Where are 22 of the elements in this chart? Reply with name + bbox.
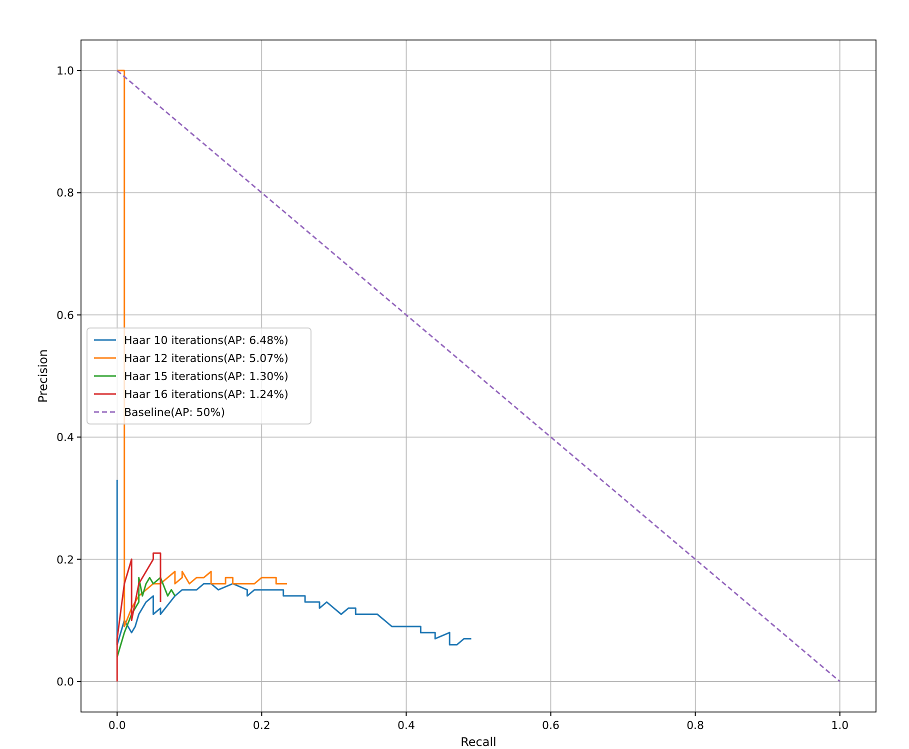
line-series — [116, 552, 162, 682]
line-series — [116, 479, 472, 646]
legend-label: Haar 12 iterations(AP: 5.07%) — [124, 352, 288, 365]
y-tick-label: 0.8 — [56, 186, 74, 200]
x-axis-title: Recall — [460, 735, 496, 749]
y-axis-title: Precision — [36, 349, 50, 403]
legend-label: Haar 15 iterations(AP: 1.30%) — [124, 370, 288, 383]
x-tick-label: 1.0 — [831, 719, 849, 732]
y-tick-label: 0.4 — [56, 431, 74, 444]
x-tick-label: 0.8 — [686, 719, 704, 732]
x-tick-label: 0.6 — [542, 719, 560, 732]
y-tick-label: 1.0 — [56, 64, 74, 78]
x-tick-label: 0.0 — [108, 719, 126, 732]
y-tick-label: 0.6 — [56, 308, 74, 322]
y-tick-label: 0.2 — [56, 553, 74, 566]
legend-label: Baseline(AP: 50%) — [124, 406, 226, 419]
x-tick-label: 0.4 — [397, 719, 415, 732]
line-series — [116, 576, 176, 658]
x-tick-label: 0.2 — [252, 719, 270, 732]
legend-label: Haar 10 iterations(AP: 6.48%) — [124, 334, 288, 347]
y-tick-label: 0.0 — [56, 675, 74, 688]
legend-label: Haar 16 iterations(AP: 1.24%) — [124, 388, 288, 401]
